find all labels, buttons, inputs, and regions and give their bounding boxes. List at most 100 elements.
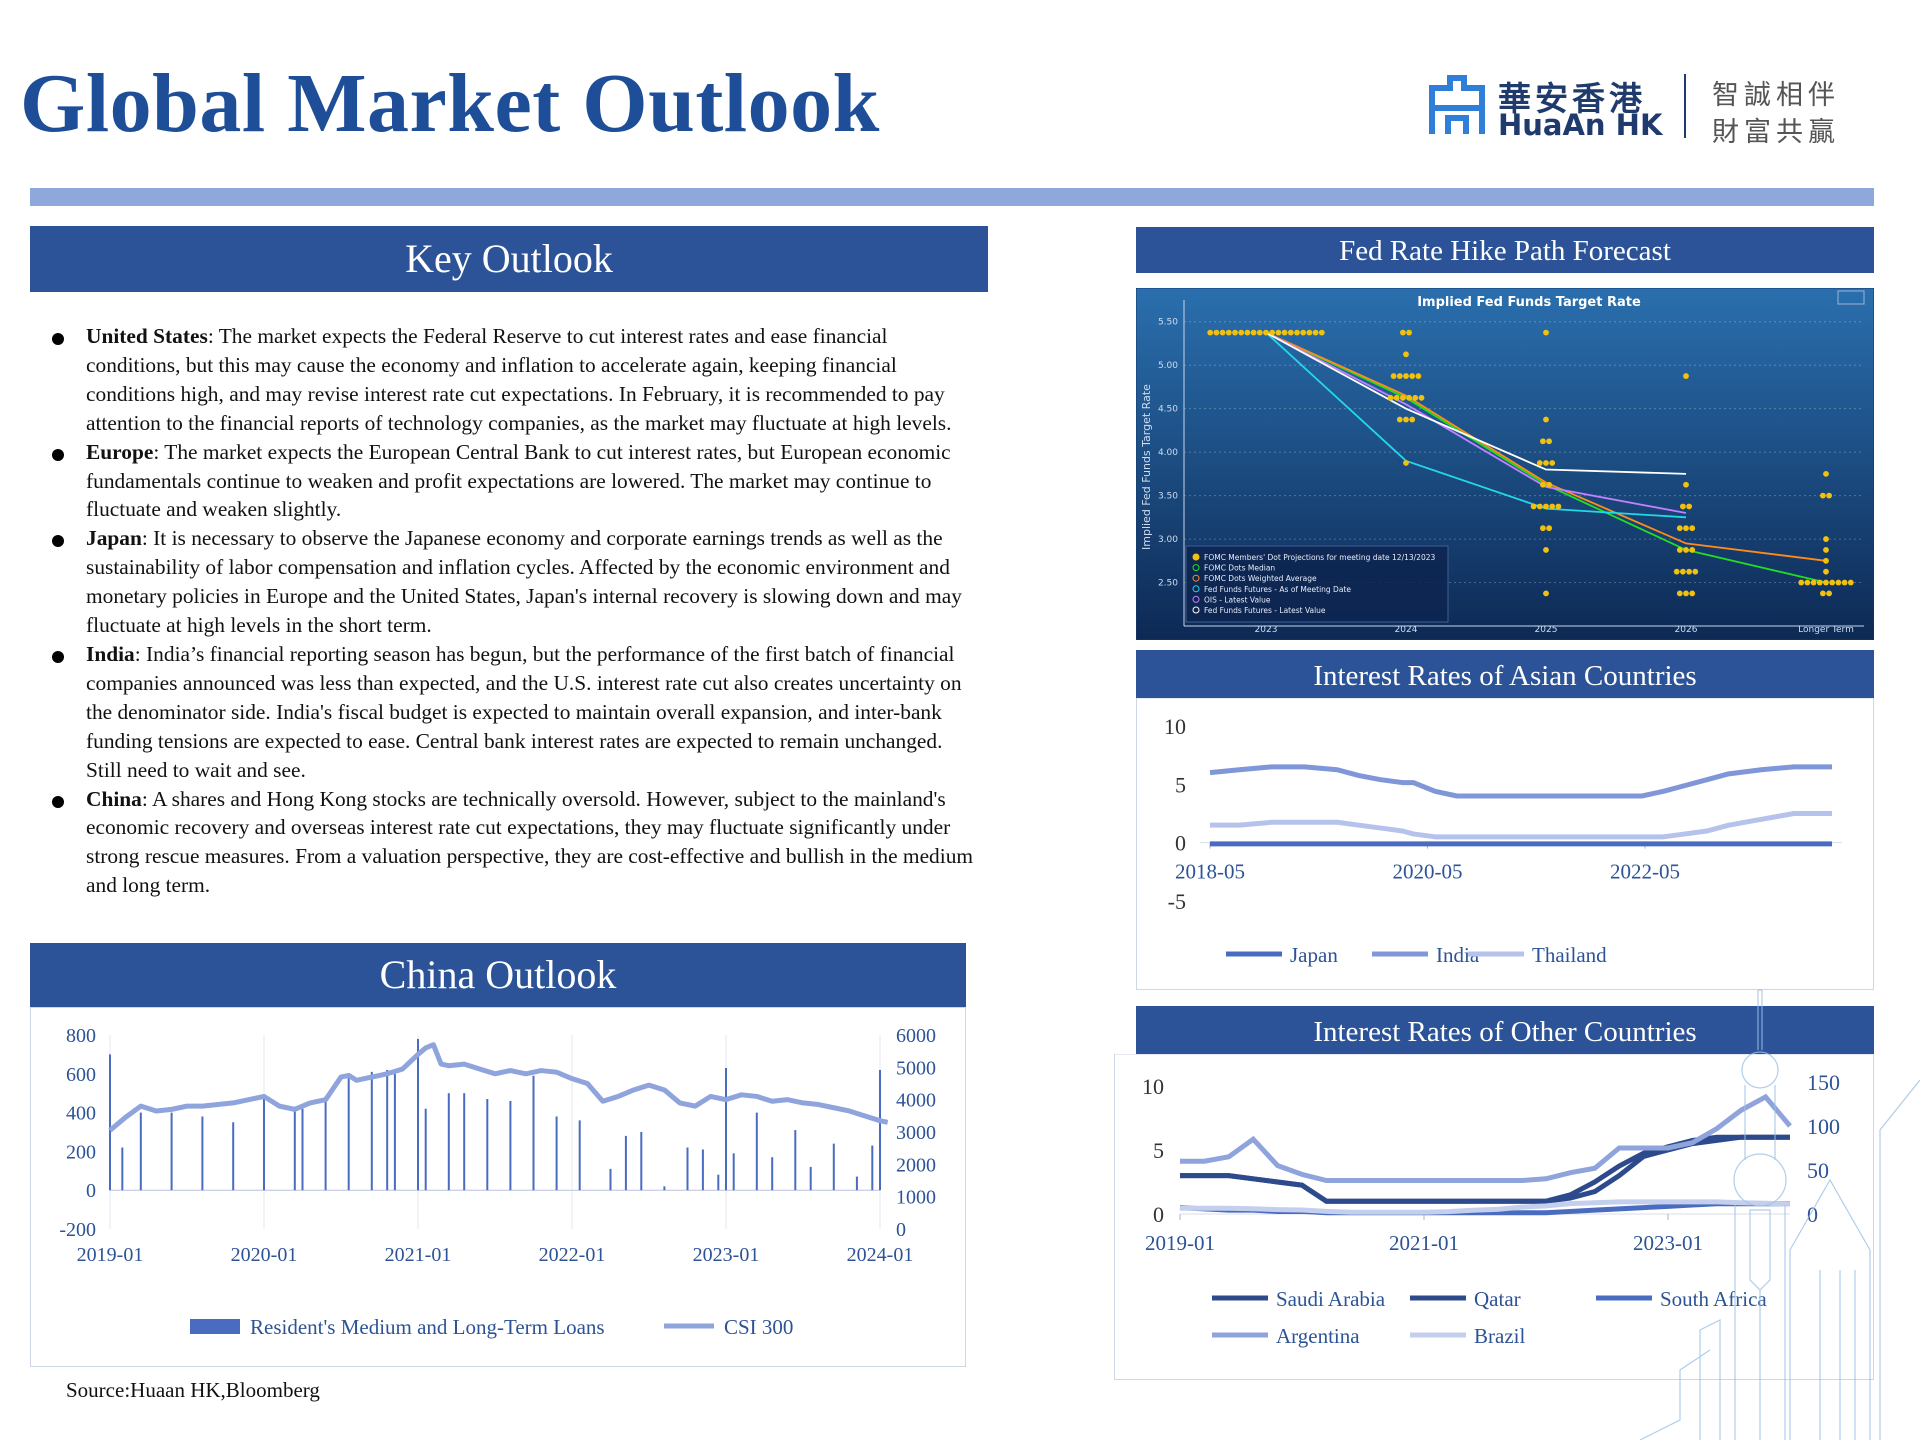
x-tick-label: 2023-01 — [1633, 1231, 1703, 1255]
dot-projection — [1232, 329, 1238, 336]
dot-projection — [1543, 416, 1549, 423]
bar-mark — [871, 1145, 874, 1191]
legend-marker — [1192, 606, 1200, 614]
bar-mark — [509, 1100, 512, 1191]
key-outlook-list: United States: The market expects the Fe… — [50, 322, 980, 900]
dot-projection — [1676, 525, 1683, 532]
dot-projection — [1409, 373, 1416, 379]
dot-projection — [1312, 329, 1319, 336]
dot-projection — [1540, 481, 1546, 488]
dot-projection — [1680, 503, 1686, 510]
bar-mark — [701, 1149, 704, 1191]
legend-marker — [1192, 574, 1200, 582]
bar-mark — [324, 1099, 327, 1191]
x-tick-label: 2023-01 — [693, 1244, 760, 1266]
dot-projection — [1543, 590, 1549, 597]
source-note: Source:Huaan HK,Bloomberg — [66, 1378, 320, 1402]
dot-projection — [1683, 481, 1689, 488]
dot-projection — [1676, 547, 1683, 553]
slogan-line-1: 智誠相伴 — [1712, 80, 1840, 111]
series-line — [1180, 1093, 1792, 1184]
dot-projection — [1403, 351, 1409, 358]
bar-mark — [809, 1166, 812, 1191]
dot-projection — [1207, 329, 1214, 336]
bar-mark — [609, 1168, 612, 1191]
outlook-text: : India’s financial reporting season has… — [86, 641, 962, 782]
bar-mark — [201, 1116, 204, 1191]
dot-projection — [1835, 579, 1842, 586]
y-right-tick-label: 1000 — [896, 1187, 936, 1209]
bar-mark — [370, 1071, 373, 1191]
dot-projection — [1287, 329, 1294, 336]
y-left-tick-label: 0 — [86, 1180, 96, 1202]
dot-projection — [1798, 579, 1805, 586]
dot-projection — [1543, 329, 1549, 336]
dot-projection — [1686, 568, 1692, 575]
x-tick-label: 2021-01 — [385, 1244, 452, 1266]
bar-mark — [139, 1112, 142, 1191]
dot-projection — [1219, 329, 1226, 336]
y-tick-label: 3.00 — [1158, 535, 1178, 545]
dot-projection — [1294, 329, 1300, 336]
dot-projection — [1390, 373, 1397, 379]
legend-label: Resident's Medium and Long-Term Loans — [250, 1315, 605, 1339]
x-tick-label: 2024-01 — [847, 1244, 914, 1266]
dot-projection — [1826, 590, 1832, 597]
y-axis-label: Implied Fed Funds Target Rate — [1140, 384, 1153, 550]
bar-mark — [555, 1116, 558, 1191]
dot-projection — [1306, 329, 1313, 336]
bar-mark — [855, 1176, 858, 1191]
bar-mark — [686, 1147, 689, 1191]
dot-projection — [1820, 492, 1826, 499]
dot-projection — [1540, 438, 1546, 445]
y-tick-label: 3.50 — [1158, 492, 1178, 502]
dot-projection — [1673, 568, 1680, 575]
series-line — [1180, 1199, 1791, 1215]
dot-projection — [1387, 394, 1394, 401]
legend-label: Fed Funds Futures - As of Meeting Date — [1204, 585, 1351, 594]
outlook-region: China — [86, 786, 142, 811]
legend-marker — [1192, 585, 1200, 593]
dot-projection — [1804, 579, 1811, 586]
dot-projection — [1403, 460, 1409, 466]
dot-projection — [1412, 394, 1419, 401]
dot-projection — [1683, 525, 1689, 532]
outlook-text: : The market expects the Federal Reserve… — [86, 324, 952, 435]
dot-projection — [1692, 568, 1699, 575]
y-left-tick-label: -200 — [59, 1219, 96, 1241]
huaan-logo-icon — [1429, 75, 1485, 134]
legend-label: CSI 300 — [724, 1315, 793, 1339]
bar-mark — [463, 1093, 466, 1191]
skyline-decoration — [1640, 989, 1920, 1440]
y-right-tick-label: 0 — [1807, 1202, 1818, 1227]
bar-mark — [879, 1069, 881, 1191]
outlook-region: Europe — [86, 439, 154, 464]
legend-label: OIS - Latest Value — [1204, 595, 1271, 604]
asia-panel-heading: Interest Rates of Asian Countries — [1136, 650, 1874, 698]
dot-projection — [1263, 329, 1269, 336]
dot-projection — [1823, 557, 1829, 564]
dot-projection — [1823, 547, 1829, 553]
bar-mark — [771, 1157, 774, 1191]
bar-mark — [393, 1073, 396, 1191]
bar-mark — [663, 1186, 666, 1191]
dot-projection — [1409, 416, 1416, 423]
legend-marker — [1192, 595, 1200, 603]
y-tick-label: -5 — [1168, 889, 1186, 914]
x-tick-label: 2020-01 — [231, 1244, 298, 1266]
x-tick-label: Longer Term — [1798, 625, 1854, 635]
x-tick-label: 2024 — [1395, 625, 1418, 635]
slogan-line-2: 財富共贏 — [1712, 117, 1840, 148]
y-tick-label: 5.50 — [1158, 318, 1178, 328]
dot-projection — [1680, 568, 1686, 575]
y-left-tick-label: 10 — [1142, 1074, 1164, 1099]
dot-projection — [1536, 503, 1543, 510]
dot-projection — [1816, 579, 1823, 586]
china-outlook-chart: 2019-01 2020-01 2021-01 2022-01 2023-01 2024-… — [30, 1007, 966, 1367]
dot-projection — [1393, 394, 1400, 401]
outlook-item-india: India: India’s financial reporting seaso… — [50, 640, 980, 785]
key-outlook-heading: Key Outlook — [30, 226, 988, 292]
dot-projection — [1546, 438, 1552, 445]
